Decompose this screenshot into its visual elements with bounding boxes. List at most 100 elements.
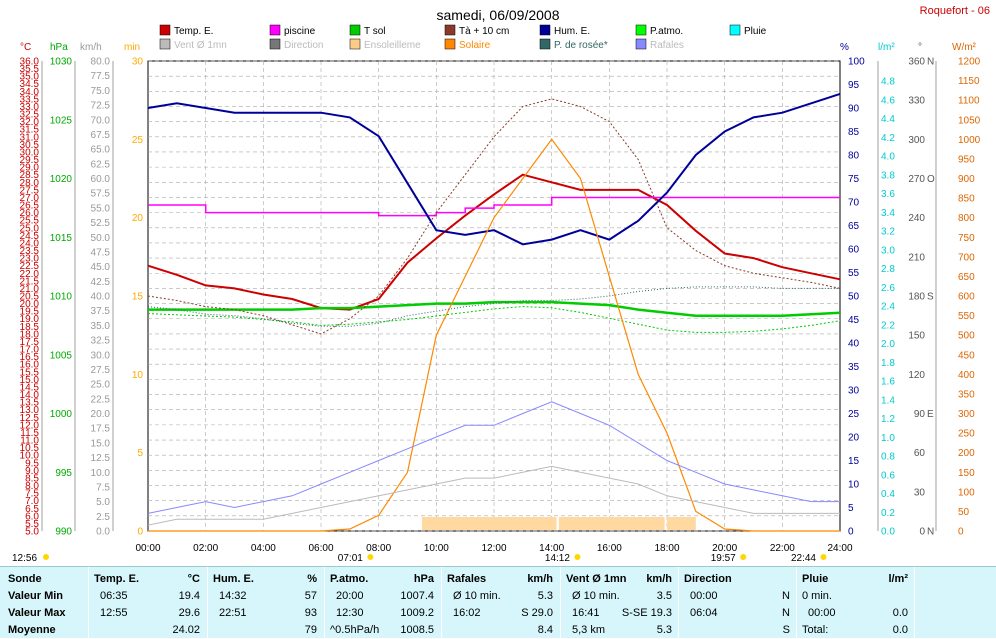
time-tick-label: 00:00 [135, 543, 160, 554]
rain-tick-label: 2.4 [881, 302, 895, 313]
wind-tick-label: 27.5 [91, 365, 111, 376]
direction-tick-label: 150 [908, 331, 925, 342]
legend-label: Pluie [744, 26, 767, 37]
wind-tick-label: 20.0 [91, 409, 111, 420]
solar-tick-label: 1150 [958, 76, 980, 87]
summary-vent-avg: 5.3 [656, 624, 672, 636]
solar-tick-label: 650 [958, 272, 975, 283]
sun-event-icon [367, 554, 374, 560]
rain-tick-label: 2.2 [881, 320, 895, 331]
wind-tick-label: 65.0 [91, 145, 111, 156]
weather-chart: samedi, 06/09/2008 Roquefort - 06 Temp. E.… [12, 5, 990, 564]
legend-swatch [635, 38, 647, 50]
direction-tick-label: 30 [914, 487, 926, 498]
humidity-tick-label: 70 [848, 198, 860, 209]
temp-axis-tick-label: 14.0 [20, 390, 40, 401]
temp-axis-tick-label: 31.5 [20, 125, 40, 136]
event-label: 14:12 [545, 553, 570, 564]
solar-tick-label: 900 [958, 174, 975, 185]
humidity-tick-label: 90 [848, 104, 860, 115]
wind-tick-label: 52.5 [91, 218, 111, 229]
station-name: Roquefort - 06 [920, 5, 990, 17]
legend-swatch [349, 24, 361, 36]
direction-tick-label: 0 [919, 527, 925, 538]
summary-vent-max-time: 16:41 [572, 607, 600, 619]
legend-swatch [635, 24, 647, 36]
humidity-tick-label: 60 [848, 245, 860, 256]
solar-tick-label: 550 [958, 311, 975, 322]
temp-axis-tick-label: 19.5 [20, 307, 40, 318]
pressure-tick-label: 1030 [50, 57, 73, 68]
legend-label: P. de rosée* [554, 40, 608, 51]
summary-row-label-avg: Moyenne [8, 624, 56, 636]
temp-axis-tick-label: 23.5 [20, 246, 40, 257]
temp-axis-tick-label: 28.0 [20, 178, 40, 189]
temp-axis-tick-label: 19.0 [20, 314, 40, 325]
temp-axis-tick-label: 22.0 [20, 269, 40, 280]
summary-vent-min-label: Ø 10 min. [572, 590, 620, 602]
series-line-solaire [148, 138, 840, 532]
wind-axis-unit: km/h [80, 42, 102, 53]
pressure-tick-label: 1010 [50, 292, 73, 303]
series-line-p-atmo- [147, 306, 841, 333]
summary-table: Sonde Valeur Min Valeur Max Moyenne Temp… [0, 566, 996, 638]
humidity-tick-label: 75 [848, 174, 860, 185]
temp-axis-tick-label: 11.0 [20, 436, 39, 447]
min-tick-label: 25 [132, 135, 144, 146]
temp-axis-tick-label: 8.0 [25, 481, 39, 492]
series-line-t-sol [148, 300, 841, 317]
sunshine-bar [558, 517, 665, 530]
event-label: 22:44 [791, 553, 816, 564]
wind-tick-label: 5.0 [96, 497, 110, 508]
rain-tick-label: 2.0 [881, 339, 895, 350]
legend-label: Direction [284, 40, 323, 51]
temp-axis-tick-label: 25.5 [20, 216, 40, 227]
solar-tick-label: 1000 [958, 135, 981, 146]
min-tick-label: 30 [132, 57, 144, 68]
wind-tick-label: 17.5 [91, 424, 111, 435]
summary-unit-vent: km/h [646, 573, 672, 585]
summary-rafales-max: S 29.0 [521, 607, 553, 619]
summary-patmo-max-time: 12:30 [336, 607, 364, 619]
summary-rafales-avg: 8.4 [537, 624, 553, 636]
temp-axis-tick-label: 26.0 [20, 208, 40, 219]
solar-tick-label: 700 [958, 252, 975, 263]
rain-tick-label: 1.0 [881, 433, 895, 444]
temp-axis-tick-label: 13.0 [20, 405, 40, 416]
summary-header-sonde: Sonde [8, 573, 42, 585]
summary-header-patmo: P.atmo. [330, 573, 369, 585]
rain-tick-label: 0.2 [881, 508, 895, 519]
temp-axis-tick-label: 5.5 [25, 519, 39, 530]
event-label: 07:01 [338, 553, 363, 564]
temp-axis-tick-label: 15.0 [20, 375, 40, 386]
solar-tick-label: 950 [958, 154, 975, 165]
legend-swatch [729, 24, 741, 36]
summary-temp-max: 29.6 [178, 607, 200, 619]
legend-swatch [444, 24, 456, 36]
humidity-tick-label: 50 [848, 292, 860, 303]
pressure-tick-label: 1020 [50, 174, 73, 185]
wind-tick-label: 12.5 [91, 453, 111, 464]
summary-vent-max: S-SE 19.3 [621, 607, 672, 619]
event-label: 19:57 [711, 553, 736, 564]
direction-tick-label: 180 [908, 292, 925, 303]
sunshine-bar [421, 517, 557, 530]
summary-rafales-min: 5.3 [537, 590, 553, 602]
temp-axis-tick-label: 17.5 [20, 337, 40, 348]
solar-tick-label: 1050 [958, 115, 981, 126]
humidity-tick-label: 30 [848, 386, 860, 397]
summary-col-direction: Direction 00:00 N 06:04 N S [684, 571, 790, 639]
summary-pluie-max: 0.0 [892, 607, 908, 619]
summary-col-hum: Hum. E.% 14:32 57 22:51 93 79 [213, 571, 317, 639]
temp-axis-tick-label: 7.5 [25, 489, 39, 500]
direction-cardinal-label: N [927, 527, 934, 538]
solar-tick-label: 250 [958, 429, 975, 440]
temp-axis-unit: °C [20, 42, 31, 53]
summary-direction-min-time: 00:00 [690, 590, 718, 602]
time-tick-label: 22:00 [770, 543, 795, 554]
min-tick-label: 10 [132, 370, 144, 381]
wind-tick-label: 75.0 [91, 86, 111, 97]
rain-tick-label: 4.0 [881, 152, 895, 163]
rain-tick-label: 0.0 [881, 527, 895, 538]
summary-hum-min: 57 [304, 590, 317, 602]
